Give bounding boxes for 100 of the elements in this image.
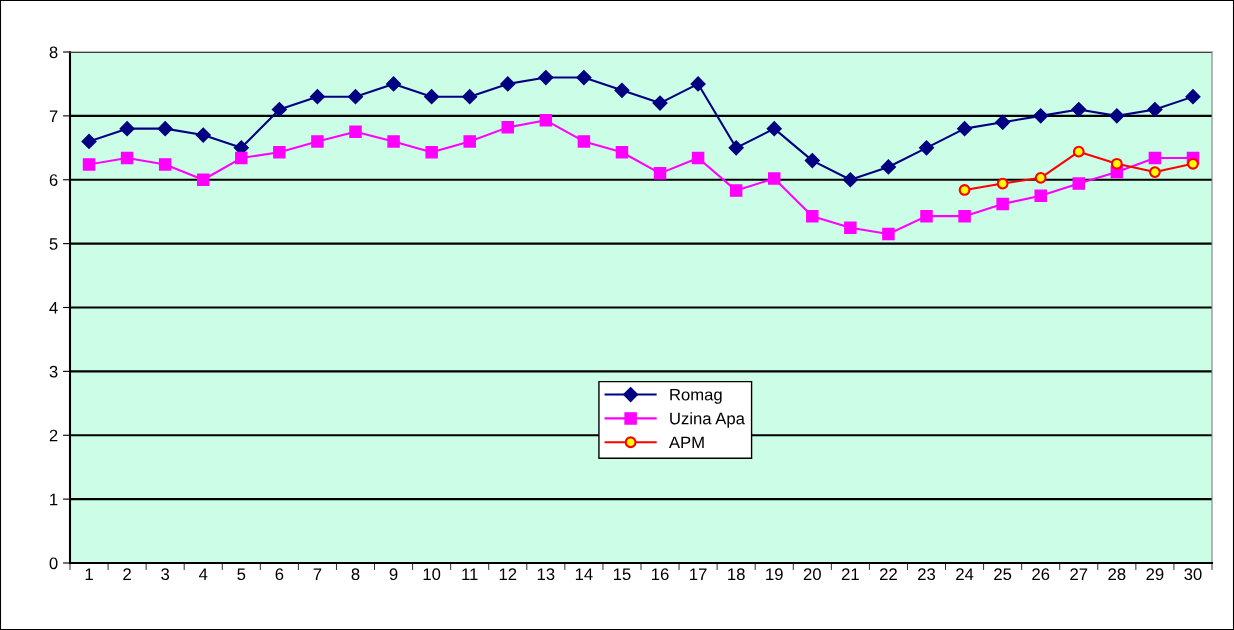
y-tick-label: 6 bbox=[49, 174, 58, 186]
x-tick-label: 25 bbox=[994, 568, 1012, 581]
point bbox=[1148, 151, 1162, 165]
point bbox=[766, 121, 782, 137]
x-tick-label: 19 bbox=[766, 568, 783, 581]
point bbox=[1147, 101, 1163, 118]
point bbox=[958, 184, 971, 196]
x-tick-label: 2 bbox=[123, 568, 131, 580]
point bbox=[462, 89, 478, 105]
x-tick-label: 8 bbox=[351, 568, 360, 581]
legend-label: Romag bbox=[670, 388, 722, 404]
point bbox=[728, 140, 744, 156]
point bbox=[729, 184, 743, 197]
x-tick-label: 27 bbox=[1070, 568, 1088, 580]
x-tick-label: 9 bbox=[389, 568, 398, 581]
point bbox=[1033, 108, 1049, 124]
y-tick-label: 7 bbox=[49, 110, 58, 122]
y-tick-label: 1 bbox=[50, 493, 58, 506]
point bbox=[880, 159, 897, 175]
point bbox=[311, 135, 324, 148]
point bbox=[195, 127, 211, 143]
point bbox=[652, 95, 668, 111]
point bbox=[767, 172, 781, 185]
point bbox=[120, 151, 134, 165]
point bbox=[958, 209, 971, 223]
point bbox=[387, 135, 400, 148]
point bbox=[463, 135, 476, 148]
x-tick-label: 17 bbox=[690, 568, 707, 580]
point bbox=[1149, 166, 1161, 178]
y-tick-label: 5 bbox=[49, 238, 58, 250]
point bbox=[806, 209, 819, 223]
point bbox=[918, 140, 935, 156]
point bbox=[119, 121, 135, 137]
x-tick-label: 23 bbox=[918, 568, 936, 581]
x-tick-label: 21 bbox=[841, 568, 859, 580]
y-tick-label: 0 bbox=[49, 557, 58, 570]
point bbox=[804, 153, 820, 169]
point bbox=[1034, 171, 1047, 184]
x-tick-label: 24 bbox=[956, 568, 974, 580]
point bbox=[196, 173, 210, 187]
point bbox=[309, 89, 326, 105]
y-tick-label: 3 bbox=[49, 365, 58, 378]
point bbox=[273, 146, 286, 159]
point bbox=[996, 177, 1009, 190]
point bbox=[842, 172, 858, 188]
x-tick-label: 13 bbox=[537, 568, 555, 581]
x-tick-label: 7 bbox=[313, 568, 322, 580]
point bbox=[235, 151, 248, 165]
point bbox=[82, 158, 96, 171]
point bbox=[501, 121, 515, 134]
point bbox=[424, 89, 440, 105]
point bbox=[996, 197, 1009, 211]
x-tick-label: 16 bbox=[652, 568, 669, 581]
point bbox=[157, 121, 173, 137]
x-tick-label: 10 bbox=[423, 568, 441, 581]
x-tick-label: 4 bbox=[198, 568, 208, 580]
point bbox=[1110, 157, 1123, 170]
x-tick-label: 29 bbox=[1146, 568, 1164, 581]
point bbox=[539, 114, 553, 127]
y-tick-label: 2 bbox=[49, 429, 58, 442]
point bbox=[1185, 89, 1201, 105]
x-tick-label: 15 bbox=[613, 568, 631, 581]
point bbox=[385, 76, 402, 92]
x-tick-label: 6 bbox=[275, 568, 284, 581]
point bbox=[425, 146, 438, 159]
x-tick-label: 12 bbox=[499, 568, 517, 580]
x-tick-label: 22 bbox=[880, 568, 897, 580]
point bbox=[844, 221, 857, 234]
point bbox=[956, 121, 973, 137]
x-tick-label: 20 bbox=[803, 568, 821, 581]
point bbox=[81, 133, 97, 149]
x-tick-label: 30 bbox=[1184, 568, 1202, 581]
point bbox=[1187, 157, 1199, 170]
point bbox=[577, 135, 591, 148]
point bbox=[538, 69, 554, 86]
point bbox=[349, 125, 362, 139]
point bbox=[691, 151, 705, 165]
x-tick-label: 26 bbox=[1032, 568, 1050, 581]
point bbox=[882, 227, 895, 241]
point bbox=[576, 69, 592, 86]
y-tick-label: 4 bbox=[49, 302, 58, 314]
point bbox=[271, 101, 287, 118]
y-tick-label: 8 bbox=[49, 46, 58, 59]
point bbox=[1109, 108, 1125, 124]
point bbox=[614, 82, 630, 98]
x-tick-label: 14 bbox=[575, 568, 593, 580]
point bbox=[920, 209, 933, 223]
x-tick-label: 1 bbox=[85, 568, 93, 580]
x-tick-label: 5 bbox=[237, 568, 246, 581]
point bbox=[690, 76, 706, 92]
x-tick-label: 18 bbox=[728, 568, 745, 581]
x-tick-label: 28 bbox=[1108, 568, 1126, 581]
legend-label: Uzina Apa bbox=[670, 412, 745, 428]
point bbox=[1034, 189, 1047, 202]
point bbox=[995, 114, 1011, 130]
point bbox=[500, 76, 516, 92]
legend-label: APM bbox=[668, 436, 704, 449]
x-tick-label: 3 bbox=[161, 568, 170, 581]
point bbox=[615, 146, 629, 159]
point bbox=[1071, 101, 1087, 118]
